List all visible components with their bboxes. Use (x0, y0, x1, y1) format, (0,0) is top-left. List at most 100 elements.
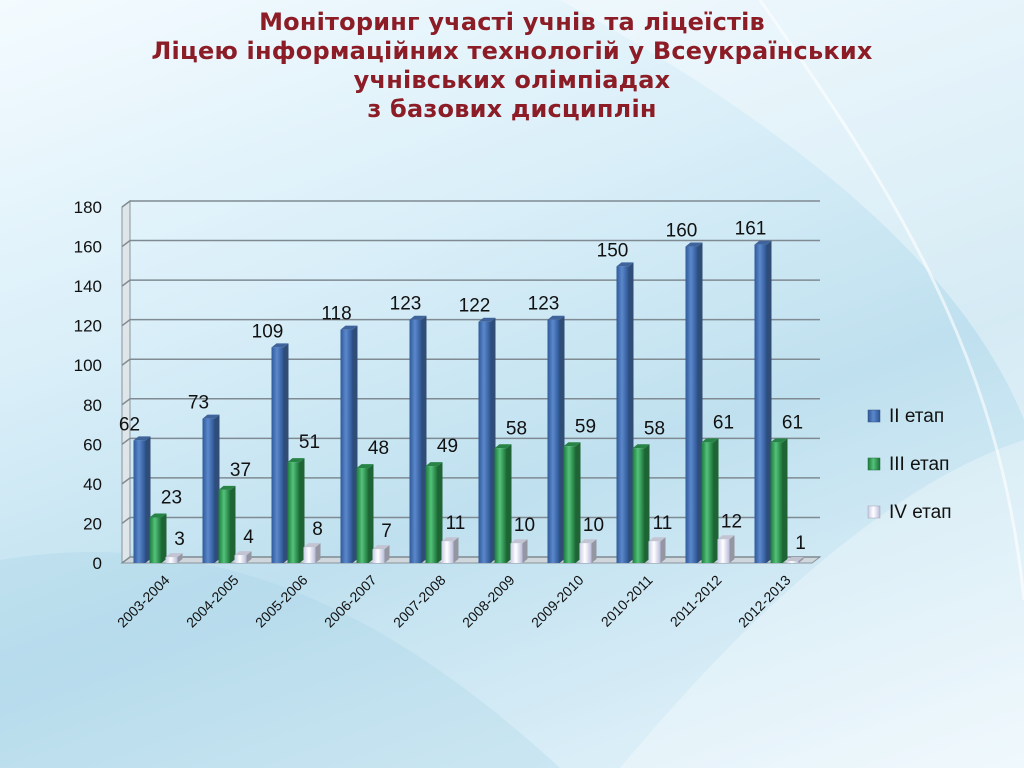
data-label: 11 (446, 513, 466, 534)
bar-side (575, 442, 581, 563)
data-label: 23 (161, 488, 182, 509)
bar-iii-етап-2012-2013 (770, 438, 788, 563)
bar-front (441, 541, 454, 563)
bar-iv-етап-2010-2011 (648, 537, 666, 563)
bar-side (644, 444, 650, 563)
bar-front (754, 244, 767, 564)
bar-side (697, 242, 703, 564)
bar-side (384, 545, 390, 563)
bar-side (315, 543, 321, 563)
bar-iii-етап-2010-2011 (632, 444, 650, 563)
bar-top (149, 513, 167, 518)
bar-front (632, 448, 645, 563)
x-tick-label: 2006-2007 (321, 572, 380, 631)
gridline (121, 279, 820, 287)
gridline (121, 398, 820, 406)
bar-top (340, 325, 358, 330)
bar-side (230, 485, 236, 563)
bar-front (701, 442, 714, 563)
bar-ii-етап-2011-2012 (685, 242, 703, 564)
gridline (121, 318, 820, 327)
chart-title: Моніторинг участі учнів та ліцеїстів Ліц… (0, 8, 1024, 124)
chart-side-wall (121, 200, 131, 564)
bar-side (368, 464, 374, 563)
y-tick-label: 160 (74, 238, 102, 257)
bar-top (563, 442, 581, 447)
y-tick-label: 40 (83, 475, 102, 494)
bar-side (522, 539, 528, 563)
bar-front (218, 489, 231, 563)
data-label: 58 (506, 418, 527, 439)
bar-side (559, 315, 565, 563)
bar-top (372, 545, 390, 550)
bar-iii-етап-2003-2004 (149, 513, 167, 563)
title-line-4: з базових дисциплін (367, 95, 657, 123)
bar-side (352, 325, 358, 563)
bar-iv-етап-2012-2013 (786, 557, 804, 563)
bar-front (425, 466, 438, 563)
bar-side (214, 414, 220, 563)
bar-iv-етап-2007-2008 (441, 537, 459, 563)
bar-front (356, 468, 369, 563)
bar-side (506, 444, 512, 563)
bar-front (770, 442, 783, 563)
bar-top (218, 485, 236, 490)
bar-side (421, 315, 427, 563)
bar-top (271, 343, 289, 348)
bar-front (133, 440, 146, 563)
bar-ii-етап-2008-2009 (478, 317, 496, 563)
y-tick-label: 60 (83, 435, 102, 454)
bar-ii-етап-2012-2013 (754, 240, 772, 564)
data-label: 8 (312, 519, 323, 540)
bar-side (782, 438, 788, 563)
x-tick-label: 2010-2011 (598, 572, 656, 630)
bar-front (165, 557, 178, 563)
bar-top (648, 537, 666, 542)
x-tick-label: 2011-2012 (667, 572, 725, 630)
bar-iv-етап-2004-2005 (234, 551, 252, 563)
bar-side (177, 553, 183, 563)
bar-front (579, 543, 592, 563)
data-label: 122 (459, 296, 491, 317)
x-tick-label: 2005-2006 (252, 572, 311, 631)
data-label: 4 (243, 527, 254, 548)
bar-front (648, 541, 661, 563)
bar-side (766, 240, 772, 564)
bar-front (717, 539, 730, 563)
bar-top (685, 242, 703, 247)
bar-front (372, 549, 385, 563)
bar-top (234, 551, 252, 556)
x-tick-label: 2003-2004 (114, 572, 173, 631)
bar-front (303, 547, 316, 563)
bar-front (786, 561, 799, 563)
data-label: 37 (230, 460, 251, 481)
bar-front (149, 517, 162, 563)
bar-top (786, 557, 804, 562)
data-label: 49 (437, 436, 458, 457)
data-label: 73 (188, 393, 209, 414)
bar-ii-етап-2009-2010 (547, 315, 565, 563)
data-label: 109 (252, 321, 284, 342)
legend-swatch (867, 457, 881, 471)
bar-front (340, 329, 353, 563)
bar-iii-етап-2005-2006 (287, 458, 305, 563)
bar-side (713, 438, 719, 563)
bar-top (303, 543, 321, 548)
bar-top (478, 317, 496, 322)
gridline (121, 437, 820, 445)
bar-front (202, 418, 215, 563)
legend-label: II етап (889, 406, 944, 427)
bar-top (632, 444, 650, 449)
gridline (121, 477, 820, 485)
bar-side (660, 537, 666, 563)
bar-iii-етап-2006-2007 (356, 464, 374, 563)
bar-front (510, 543, 523, 563)
bar-top (701, 438, 719, 443)
bar-front (409, 319, 422, 563)
bar-top (494, 444, 512, 449)
bar-iv-етап-2005-2006 (303, 543, 321, 563)
legend-label: IV етап (889, 502, 952, 523)
y-tick-label: 0 (93, 554, 102, 573)
bar-side (299, 458, 305, 563)
